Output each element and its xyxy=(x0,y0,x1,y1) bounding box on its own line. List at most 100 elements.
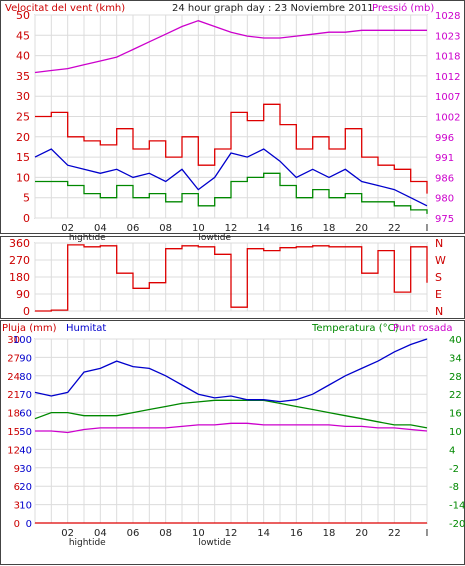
hightide-label: hightide xyxy=(69,233,106,243)
rain-axis-tick: 9 xyxy=(14,464,20,475)
hour-tick-label: 02 xyxy=(61,528,74,539)
hour-tick-label: 18 xyxy=(323,223,336,234)
pressure-axis-tick: 1018 xyxy=(435,52,460,63)
compass-axis-tick: N xyxy=(435,305,443,318)
temp-axis-tick: 10 xyxy=(449,427,462,438)
rain-label: Pluja (mm) xyxy=(2,323,57,334)
rain-axis-tick: 3 xyxy=(14,501,20,512)
wind-direction-line xyxy=(35,244,428,312)
wind-axis-tick: 20 xyxy=(16,131,30,144)
pressure-axis-tick: 1023 xyxy=(435,31,460,42)
hour-tick-label: 16 xyxy=(290,223,303,234)
wind-gust-line xyxy=(35,103,428,194)
wind-axis-tick: 35 xyxy=(16,70,30,83)
dew-point-line xyxy=(35,422,428,434)
humidity-axis-tick: 70 xyxy=(19,390,32,401)
lowtide-label: lowtide xyxy=(198,233,231,243)
temp-axis-tick: -2 xyxy=(449,464,459,475)
hour-tick-label: 02 xyxy=(61,223,74,234)
hour-tick-label: 06 xyxy=(127,528,140,539)
humidity-axis-tick: 60 xyxy=(19,409,32,420)
hour-tick-label: 04 xyxy=(94,528,107,539)
wind-axis-tick: 0 xyxy=(23,212,30,225)
pressure-title: Pressió (mb) xyxy=(372,2,434,14)
hour-tick-label: 10 xyxy=(192,528,205,539)
hour-tick-label: 14 xyxy=(257,223,270,234)
pressure-axis-tick: 1012 xyxy=(435,72,460,83)
hour-tick-label: 16 xyxy=(290,528,303,539)
wind-axis-tick: 25 xyxy=(16,111,30,124)
humidity-axis-tick: 20 xyxy=(19,482,32,493)
pressure-axis-tick: 991 xyxy=(435,153,454,164)
hour-tick-label: 18 xyxy=(323,528,336,539)
humidity-axis-tick: 80 xyxy=(19,372,32,383)
compass-axis-tick: S xyxy=(435,271,442,284)
axis-ticks: 0510152025303540455097598098699199610021… xyxy=(7,9,465,548)
hour-tick-label: 20 xyxy=(355,223,368,234)
direction-axis-tick: 0 xyxy=(23,305,30,318)
rain-axis-tick: 12 xyxy=(7,445,20,456)
temp-axis-tick: 28 xyxy=(449,372,462,383)
humidity-axis-tick: 100 xyxy=(13,335,32,346)
pressure-axis-tick: 1007 xyxy=(435,92,460,103)
hour-tick-label: 08 xyxy=(159,528,172,539)
hour-tick-label: 20 xyxy=(355,528,368,539)
pressure-axis-tick: 1002 xyxy=(435,113,460,124)
compass-axis-tick: W xyxy=(435,254,446,267)
temperature-line xyxy=(34,399,428,429)
hour-tick-label: 04 xyxy=(94,223,107,234)
rain-axis-tick: 6 xyxy=(14,482,20,493)
pressure-axis-tick: 996 xyxy=(435,133,454,144)
rain-axis-tick: 21 xyxy=(7,390,20,401)
pressure-axis-tick: 975 xyxy=(435,214,454,225)
compass-axis-tick: E xyxy=(435,288,442,301)
temp-grid xyxy=(34,338,428,524)
wind-axis-tick: 45 xyxy=(16,29,30,42)
humidity-line xyxy=(34,338,428,403)
rain-axis-tick: 24 xyxy=(7,372,20,383)
wind-axis-tick: 5 xyxy=(23,192,30,205)
hightide-label: hightide xyxy=(69,538,106,548)
pressure-axis-tick: 980 xyxy=(435,194,454,205)
wind-series xyxy=(34,20,428,214)
direction-axis-tick: 360 xyxy=(9,237,30,250)
hour-tick-label: 10 xyxy=(192,223,205,234)
wind-minimum-line xyxy=(35,172,428,214)
temp-axis-tick: 4 xyxy=(449,445,455,456)
humidity-axis-tick: 50 xyxy=(19,427,32,438)
rain-axis-tick: 27 xyxy=(7,353,20,364)
wind-average-line xyxy=(34,148,428,207)
wind-axis-tick: 30 xyxy=(16,90,30,103)
rain-axis-tick: 30 xyxy=(7,335,20,346)
hour-tick-label: I xyxy=(426,528,429,539)
hour-tick-label: 14 xyxy=(257,528,270,539)
pressure-axis-tick: 1028 xyxy=(435,11,460,22)
hour-tick-label: 12 xyxy=(225,528,238,539)
direction-axis-tick: 270 xyxy=(9,254,30,267)
pressure-line xyxy=(34,20,427,74)
hour-tick-label: 22 xyxy=(388,223,401,234)
wind-speed-title: Velocitat del vent (kmh) xyxy=(5,3,125,14)
direction-axis-tick: 180 xyxy=(9,271,30,284)
temp-axis-tick: -14 xyxy=(449,501,465,512)
direction-axis-tick: 90 xyxy=(16,288,30,301)
graph-title: 24 hour graph day : 23 Noviembre 2011 xyxy=(172,3,374,14)
dew-point-label: Punt rosada xyxy=(393,323,452,334)
temp-axis-tick: -20 xyxy=(449,519,465,530)
humidity-label: Humitat xyxy=(66,323,106,334)
temp-axis-tick: 34 xyxy=(449,353,462,364)
pressure-axis-tick: 986 xyxy=(435,173,454,184)
temp-axis-tick: -8 xyxy=(449,482,459,493)
humidity-axis-tick: 90 xyxy=(19,353,32,364)
wind-axis-tick: 40 xyxy=(16,50,30,63)
lowtide-label: lowtide xyxy=(198,538,231,548)
humidity-axis-tick: 40 xyxy=(19,445,32,456)
rain-axis-tick: 18 xyxy=(7,409,20,420)
wind-axis-tick: 15 xyxy=(16,151,30,164)
hour-tick-label: 12 xyxy=(225,223,238,234)
hour-tick-label: I xyxy=(426,223,429,234)
temp-axis-tick: 22 xyxy=(449,390,462,401)
direction-series xyxy=(35,244,428,312)
wind-axis-tick: 50 xyxy=(16,9,30,22)
